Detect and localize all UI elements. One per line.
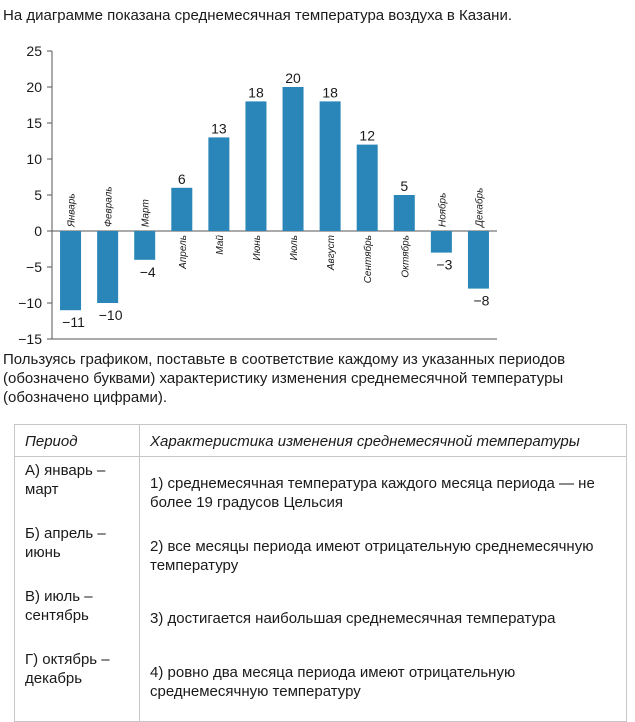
month-label: Август xyxy=(326,235,337,271)
value-label: 13 xyxy=(211,120,227,136)
chart-bars xyxy=(60,87,489,311)
y-tick-label: 5 xyxy=(34,187,42,203)
month-label: Май xyxy=(215,235,226,255)
table-header-row: Период Характеристика изменения среднеме… xyxy=(14,424,627,457)
period-item-a: А) январь – март xyxy=(25,462,106,498)
intro-text: На диаграмме показана среднемесячная тем… xyxy=(3,7,513,24)
value-label: 20 xyxy=(285,70,301,86)
matching-table: Период Характеристика изменения среднеме… xyxy=(14,424,627,722)
value-label: 12 xyxy=(359,128,375,144)
bar xyxy=(282,87,304,231)
month-label: Апрель xyxy=(178,235,189,270)
bar xyxy=(319,101,341,232)
month-label: Июнь xyxy=(252,235,263,260)
characteristic-item-3: 3) достигается наибольшая среднемесячная… xyxy=(150,610,556,627)
value-label: −3 xyxy=(436,257,452,273)
value-label: −10 xyxy=(99,307,123,323)
bar xyxy=(245,101,267,232)
characteristic-item-1: 1) среднемесячная температура каждого ме… xyxy=(150,474,595,511)
month-label: Октябрь xyxy=(399,235,411,278)
value-label: 5 xyxy=(400,178,408,194)
y-tick-label: −15 xyxy=(18,331,42,347)
bar xyxy=(97,231,119,303)
period-list: А) январь – март Б) апрель – июнь В) июл… xyxy=(15,457,139,721)
header-period: Период xyxy=(14,424,140,457)
y-tick-label: 15 xyxy=(26,115,42,131)
bar xyxy=(171,187,193,231)
period-item-c: В) июль – сентябрь xyxy=(25,588,93,624)
value-label: −11 xyxy=(62,314,85,330)
period-item-b: Б) апрель – июнь xyxy=(25,525,106,561)
y-tick-label: 0 xyxy=(34,223,42,239)
bar xyxy=(60,231,82,311)
chart-axes: 25 20 15 10 5 0 −5 −10 −15 xyxy=(18,43,497,347)
table-body-row: А) январь – март Б) апрель – июнь В) июл… xyxy=(14,456,627,722)
month-label: Сентябрь xyxy=(362,235,374,283)
period-item-d: Г) октябрь – декабрь xyxy=(25,651,110,687)
value-label: 18 xyxy=(322,84,338,100)
bar xyxy=(134,231,156,260)
bar xyxy=(467,231,489,289)
y-tick-label: −5 xyxy=(26,259,42,275)
value-label: −4 xyxy=(140,264,156,280)
month-label: Декабрь xyxy=(473,188,485,228)
bar xyxy=(393,195,415,231)
y-tick-label: 20 xyxy=(26,79,42,95)
month-label: Февраль xyxy=(104,186,115,227)
month-label: Март xyxy=(141,199,152,227)
bar xyxy=(430,231,452,253)
bar xyxy=(208,137,230,231)
y-tick-label: 25 xyxy=(26,43,42,59)
chart-labels: −11 Январь −10 Февраль −4 Март 6 Апрель 13 Май 18 И… xyxy=(62,70,489,330)
y-tick-label: 10 xyxy=(26,151,42,167)
y-tick-label: −10 xyxy=(18,295,42,311)
month-label: Ноябрь xyxy=(436,193,448,227)
characteristic-item-2: 2) все месяцы периода имеют отрицательну… xyxy=(150,537,594,574)
characteristic-item-4: 4) ровно два месяца периода имеют отрица… xyxy=(150,663,516,700)
value-label: −8 xyxy=(473,293,489,309)
characteristic-list: 1) среднемесячная температура каждого ме… xyxy=(140,457,626,721)
month-label: Январь xyxy=(67,193,78,228)
temperature-bar-chart: 25 20 15 10 5 0 −5 −10 −15 −11 Январь −10 Февраль −4… xyxy=(18,43,497,347)
month-label: Июль xyxy=(289,235,300,260)
bar xyxy=(356,144,378,231)
value-label: 18 xyxy=(248,84,264,100)
value-label: 6 xyxy=(178,171,186,187)
header-characteristic: Характеристика изменения среднемесячной … xyxy=(139,424,627,457)
question-text: Пользуясь графиком, поставьте в соответс… xyxy=(3,351,566,406)
